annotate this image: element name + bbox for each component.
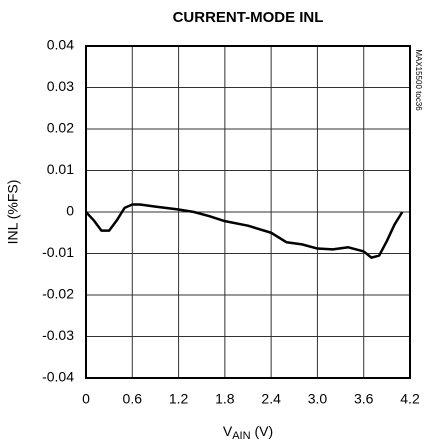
y-tick-label: -0.01 bbox=[42, 244, 74, 260]
y-tick-label: 0.04 bbox=[47, 37, 74, 53]
x-tick-label: 2.4 bbox=[261, 391, 281, 407]
y-tick-label: 0 bbox=[66, 203, 74, 219]
x-label-unit: (V) bbox=[251, 423, 274, 439]
data-line bbox=[85, 203, 404, 259]
y-tick-label: 0.02 bbox=[47, 120, 74, 136]
y-tick-label: -0.02 bbox=[42, 286, 74, 302]
y-tick-label: 0.01 bbox=[47, 161, 74, 177]
x-tick-label: 3.6 bbox=[354, 391, 374, 407]
x-tick-label: 4.2 bbox=[400, 391, 420, 407]
x-tick-label: 1.8 bbox=[215, 391, 235, 407]
chart-title: CURRENT-MODE INL bbox=[173, 9, 324, 26]
x-tick-label: 0 bbox=[82, 391, 90, 407]
x-tick-label: 1.2 bbox=[169, 391, 189, 407]
x-tick-label: 3.0 bbox=[308, 391, 328, 407]
x-axis-label: VAIN (V) bbox=[223, 423, 273, 442]
side-note: MAX15500 toc36 bbox=[414, 49, 423, 111]
x-label-sub: AIN bbox=[232, 430, 250, 442]
x-tick-label: 0.6 bbox=[123, 391, 143, 407]
y-tick-label: -0.03 bbox=[42, 327, 74, 343]
x-label-main: V bbox=[223, 423, 233, 439]
y-tick-label: 0.03 bbox=[47, 78, 74, 94]
y-tick-label: -0.04 bbox=[42, 369, 74, 385]
y-axis-label: INL (%FS) bbox=[5, 180, 21, 245]
